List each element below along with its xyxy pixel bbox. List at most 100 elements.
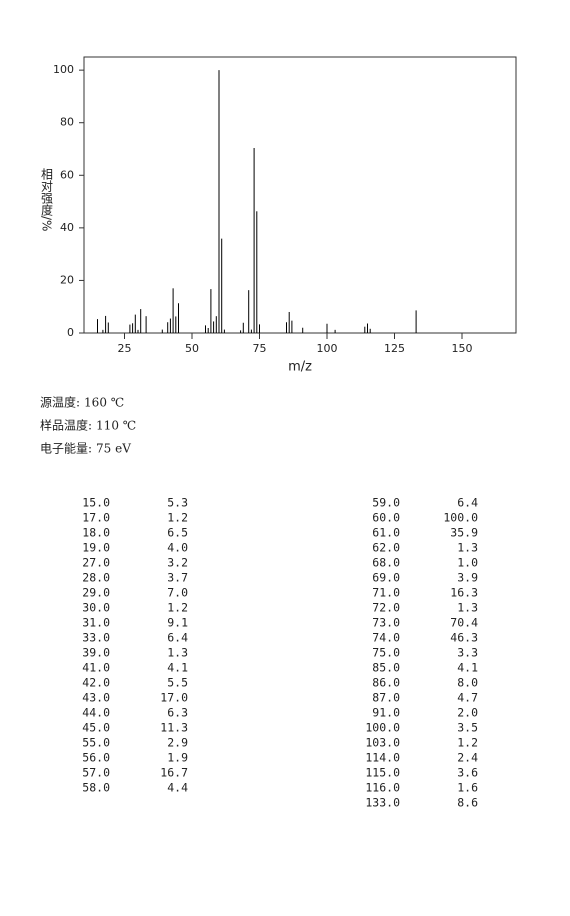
mz-cell: 45.0 xyxy=(82,721,110,735)
intensity-cell: 8.6 xyxy=(457,796,478,810)
intensity-cell: 4.7 xyxy=(457,691,478,705)
mz-cell: 39.0 xyxy=(82,646,110,660)
x-tick-label: 75 xyxy=(253,342,267,355)
intensity-cell: 6.4 xyxy=(167,631,188,645)
intensity-cell: 46.3 xyxy=(450,631,478,645)
intensity-cell: 1.6 xyxy=(457,781,478,795)
intensity-cell: 3.3 xyxy=(457,646,478,660)
mz-cell: 61.0 xyxy=(372,526,400,540)
y-tick-label: 40 xyxy=(60,221,74,234)
intensity-cell: 4.1 xyxy=(457,661,478,675)
mz-cell: 87.0 xyxy=(372,691,400,705)
intensity-cell: 1.2 xyxy=(457,736,478,750)
mz-cell: 44.0 xyxy=(82,706,110,720)
mz-cell: 56.0 xyxy=(82,751,110,765)
condition-label: 电子能量: xyxy=(40,442,92,456)
mz-cell: 59.0 xyxy=(372,496,400,510)
mz-cell: 28.0 xyxy=(82,571,110,585)
intensity-cell: 35.9 xyxy=(450,526,478,540)
mz-cell: 33.0 xyxy=(82,631,110,645)
condition-label: 样品温度: xyxy=(40,418,92,433)
condition-value: 110 ℃ xyxy=(96,419,136,433)
mz-cell: 58.0 xyxy=(82,781,110,795)
intensity-cell: 3.7 xyxy=(167,571,188,585)
mz-cell: 60.0 xyxy=(372,511,400,525)
y-tick-label: 20 xyxy=(60,273,74,286)
mz-cell: 72.0 xyxy=(372,601,400,615)
mz-cell: 74.0 xyxy=(372,631,400,645)
intensity-cell: 1.0 xyxy=(457,556,478,570)
mz-cell: 27.0 xyxy=(82,556,110,570)
mz-cell: 68.0 xyxy=(372,556,400,570)
intensity-cell: 8.0 xyxy=(457,676,478,690)
intensity-cell: 3.2 xyxy=(167,556,188,570)
y-tick-label: 100 xyxy=(53,63,74,76)
intensity-cell: 2.4 xyxy=(457,751,478,765)
mz-cell: 100.0 xyxy=(365,721,400,735)
x-tick-label: 150 xyxy=(452,342,473,355)
mz-cell: 116.0 xyxy=(365,781,400,795)
mz-cell: 115.0 xyxy=(365,766,400,780)
mz-cell: 19.0 xyxy=(82,541,110,555)
mz-cell: 17.0 xyxy=(82,511,110,525)
y-axis-label: 相对强度/% xyxy=(40,168,54,232)
x-tick-label: 50 xyxy=(185,342,199,355)
intensity-cell: 4.4 xyxy=(167,781,188,795)
intensity-cell: 70.4 xyxy=(450,616,478,630)
mz-cell: 75.0 xyxy=(372,646,400,660)
intensity-cell: 5.3 xyxy=(167,496,188,510)
intensity-cell: 6.4 xyxy=(457,496,478,510)
mz-cell: 42.0 xyxy=(82,676,110,690)
intensity-cell: 3.5 xyxy=(457,721,478,735)
mz-cell: 62.0 xyxy=(372,541,400,555)
mz-cell: 15.0 xyxy=(82,496,110,510)
mz-cell: 71.0 xyxy=(372,586,400,600)
plot-frame xyxy=(83,56,517,334)
condition-value: 75 eV xyxy=(96,442,131,456)
intensity-cell: 17.0 xyxy=(160,691,188,705)
intensity-cell: 1.3 xyxy=(167,646,188,660)
intensity-cell: 1.3 xyxy=(457,541,478,555)
mz-cell: 31.0 xyxy=(82,616,110,630)
mz-cell: 85.0 xyxy=(372,661,400,675)
intensity-cell: 11.3 xyxy=(160,721,188,735)
mz-cell: 30.0 xyxy=(82,601,110,615)
intensity-cell: 9.1 xyxy=(167,616,188,630)
mz-cell: 29.0 xyxy=(82,586,110,600)
intensity-cell: 3.6 xyxy=(457,766,478,780)
intensity-cell: 6.5 xyxy=(167,526,188,540)
intensity-cell: 4.0 xyxy=(167,541,188,555)
mz-cell: 73.0 xyxy=(372,616,400,630)
mz-cell: 18.0 xyxy=(82,526,110,540)
intensity-cell: 100.0 xyxy=(443,511,478,525)
mz-cell: 133.0 xyxy=(365,796,400,810)
intensity-cell: 3.9 xyxy=(457,571,478,585)
mz-cell: 91.0 xyxy=(372,706,400,720)
intensity-cell: 5.5 xyxy=(167,676,188,690)
mz-cell: 69.0 xyxy=(372,571,400,585)
intensity-cell: 1.2 xyxy=(167,601,188,615)
condition-label: 源温度: xyxy=(40,395,80,410)
mz-cell: 86.0 xyxy=(372,676,400,690)
x-tick-label: 125 xyxy=(384,342,405,355)
y-tick-label: 80 xyxy=(60,116,74,129)
intensity-cell: 7.0 xyxy=(167,586,188,600)
mz-cell: 103.0 xyxy=(365,736,400,750)
y-tick-label: 0 xyxy=(67,326,74,339)
x-axis-label: m/z xyxy=(288,360,312,375)
intensity-cell: 4.1 xyxy=(167,661,188,675)
mz-cell: 55.0 xyxy=(82,736,110,750)
x-tick-label: 100 xyxy=(317,342,338,355)
mz-cell: 43.0 xyxy=(82,691,110,705)
intensity-cell: 16.7 xyxy=(160,766,188,780)
intensity-cell: 1.2 xyxy=(167,511,188,525)
mz-cell: 114.0 xyxy=(365,751,400,765)
intensity-cell: 6.3 xyxy=(167,706,188,720)
mz-cell: 41.0 xyxy=(82,661,110,675)
y-tick-label: 60 xyxy=(60,168,74,181)
mz-cell: 57.0 xyxy=(82,766,110,780)
intensity-cell: 16.3 xyxy=(450,586,478,600)
condition-value: 160 ℃ xyxy=(84,396,124,410)
intensity-cell: 1.9 xyxy=(167,751,188,765)
intensity-cell: 2.9 xyxy=(167,736,188,750)
